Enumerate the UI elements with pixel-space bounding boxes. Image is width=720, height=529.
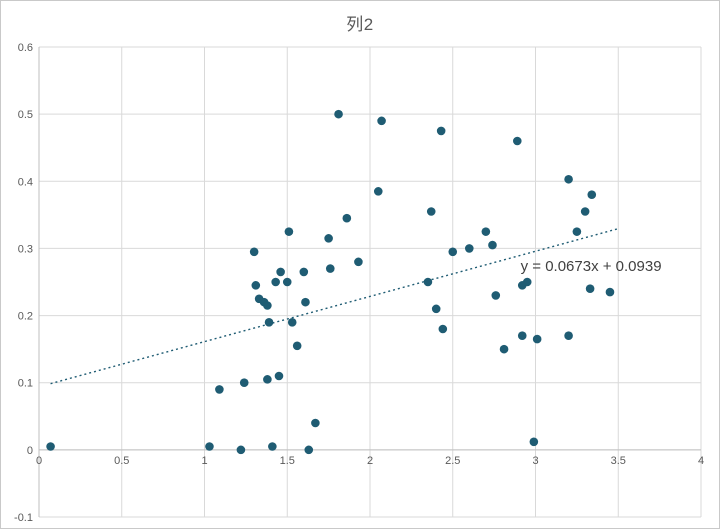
scatter-point[interactable] [268,442,277,451]
scatter-point[interactable] [532,334,542,344]
y-tick-label: 0 [27,445,33,457]
scatter-points[interactable] [46,109,615,455]
scatter-point[interactable] [311,418,320,428]
y-tick-label: -0.1 [14,512,33,524]
scatter-point[interactable] [287,317,297,327]
x-tick-label: 0.5 [114,455,129,467]
y-tick-label: 0.4 [18,176,33,188]
scatter-point[interactable] [236,445,246,455]
scatter-point[interactable] [585,284,595,294]
scatter-point[interactable] [373,187,383,196]
scatter-point[interactable] [522,277,532,287]
scatter-point[interactable] [564,174,573,184]
scatter-point[interactable] [274,371,284,381]
scatter-point[interactable] [342,213,352,223]
chart-title[interactable]: 列2 [346,15,374,34]
scatter-point[interactable] [488,240,497,250]
y-tick-label: 0.6 [18,42,33,54]
scatter-point[interactable] [572,227,582,236]
y-tick-label: 0.2 [18,311,33,323]
scatter-point[interactable] [481,227,491,236]
x-tick-label: 4 [698,455,704,467]
y-tick-label: 0.5 [18,109,33,121]
scatter-point[interactable] [529,437,539,447]
scatter-point[interactable] [377,116,386,126]
scatter-point[interactable] [334,109,343,119]
scatter-point[interactable] [438,324,448,334]
scatter-point[interactable] [292,341,302,351]
scatter-point[interactable] [299,267,309,277]
gridlines [38,46,702,518]
scatter-point[interactable] [564,331,573,341]
scatter-point[interactable] [580,207,590,216]
scatter-point[interactable] [46,442,55,451]
scatter-point[interactable] [499,344,509,354]
scatter-point[interactable] [605,287,615,297]
scatter-point[interactable] [205,442,214,451]
scatter-point[interactable] [324,234,333,243]
scatter-point[interactable] [239,378,249,388]
scatter-point[interactable] [465,244,474,253]
scatter-point[interactable] [249,247,259,257]
scatter-point[interactable] [426,207,436,216]
scatter-point[interactable] [282,277,292,287]
scatter-point[interactable] [517,331,527,341]
trendline-group[interactable] [50,227,619,385]
scatter-point[interactable] [263,375,272,384]
scatter-point[interactable] [436,126,446,136]
scatter-point[interactable] [325,264,335,273]
scatter-point[interactable] [587,190,597,200]
y-tick-label: 0.1 [18,378,33,390]
scatter-point[interactable] [354,257,363,267]
x-tick-label: 1.5 [280,455,295,467]
axis-tick-labels: 0 0.5 1 1.5 2 2.5 3 3.5 4 -0.1 0 0.1 0.2 0.3 0.4 0.5 0.6 [14,42,704,524]
x-tick-label: 2 [367,455,373,467]
scatter-point[interactable] [284,227,294,236]
axis-lines [38,47,701,517]
x-tick-label: 3 [532,455,538,467]
scatter-point[interactable] [512,136,522,146]
scatter-point[interactable] [271,277,280,287]
x-tick-label: 2.5 [445,455,460,467]
trendline[interactable] [50,227,619,385]
scatter-point[interactable] [263,301,272,310]
y-tick-label: 0.3 [18,243,33,255]
scatter-point[interactable] [276,267,285,277]
x-tick-label: 0 [36,455,42,467]
trendline-equation-label[interactable]: y = 0.0673x + 0.0939 [520,257,662,275]
scatter-point[interactable] [448,247,458,257]
scatter-point[interactable] [423,277,433,287]
scatter-point[interactable] [215,385,224,394]
scatter-point[interactable] [251,281,261,290]
scatter-point[interactable] [304,445,314,455]
scatter-point[interactable] [431,304,441,314]
scatter-point[interactable] [301,297,310,307]
scatter-point[interactable] [264,317,274,327]
x-tick-label: 1 [201,455,207,467]
scatter-point[interactable] [491,291,501,300]
x-tick-label: 3.5 [611,455,626,467]
